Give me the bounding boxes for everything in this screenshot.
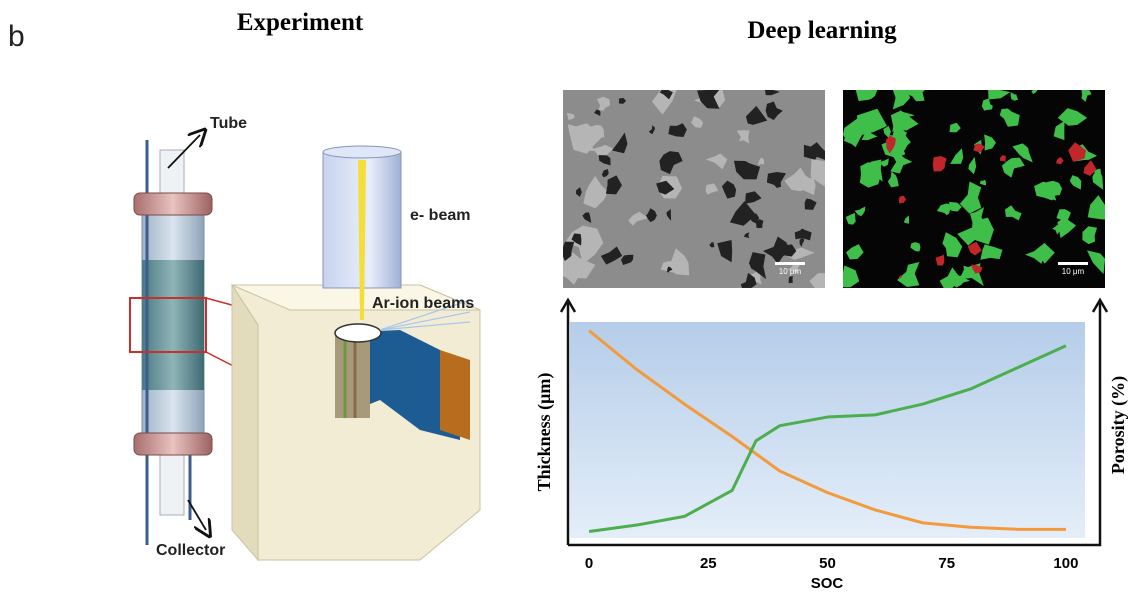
sem-image bbox=[563, 90, 825, 288]
label: Tube bbox=[210, 115, 247, 132]
plot-area bbox=[570, 322, 1085, 538]
y-axis-label: Thickness (μm) bbox=[534, 373, 555, 492]
scale-bar-label: 10 μm bbox=[779, 267, 802, 276]
apparatus bbox=[130, 135, 480, 560]
x-tick-label: 0 bbox=[585, 555, 593, 572]
x-tick-label: 75 bbox=[938, 555, 955, 572]
section-title: Experiment bbox=[237, 9, 364, 36]
label: Collector bbox=[156, 542, 225, 559]
panel-label: b bbox=[8, 20, 25, 53]
section-title: Deep learning bbox=[747, 17, 897, 44]
scale-bar bbox=[1058, 262, 1088, 265]
scale-bar-label: 10 μm bbox=[1062, 267, 1085, 276]
label: e- beam bbox=[410, 207, 470, 224]
y2-axis-label: Porosity (%) bbox=[1108, 376, 1129, 474]
x-axis-label: SOC bbox=[811, 575, 844, 592]
figure: b Experiment Deep learning Tube e- beam bbox=[0, 0, 1130, 592]
x-tick-label: 50 bbox=[819, 555, 836, 572]
x-tick-label: 100 bbox=[1053, 555, 1078, 572]
scale-bar bbox=[775, 262, 805, 265]
x-tick-label: 25 bbox=[700, 555, 717, 572]
label: Ar-ion beams bbox=[372, 295, 474, 312]
segmented-image bbox=[843, 90, 1105, 288]
axis-arrow bbox=[561, 300, 1107, 312]
